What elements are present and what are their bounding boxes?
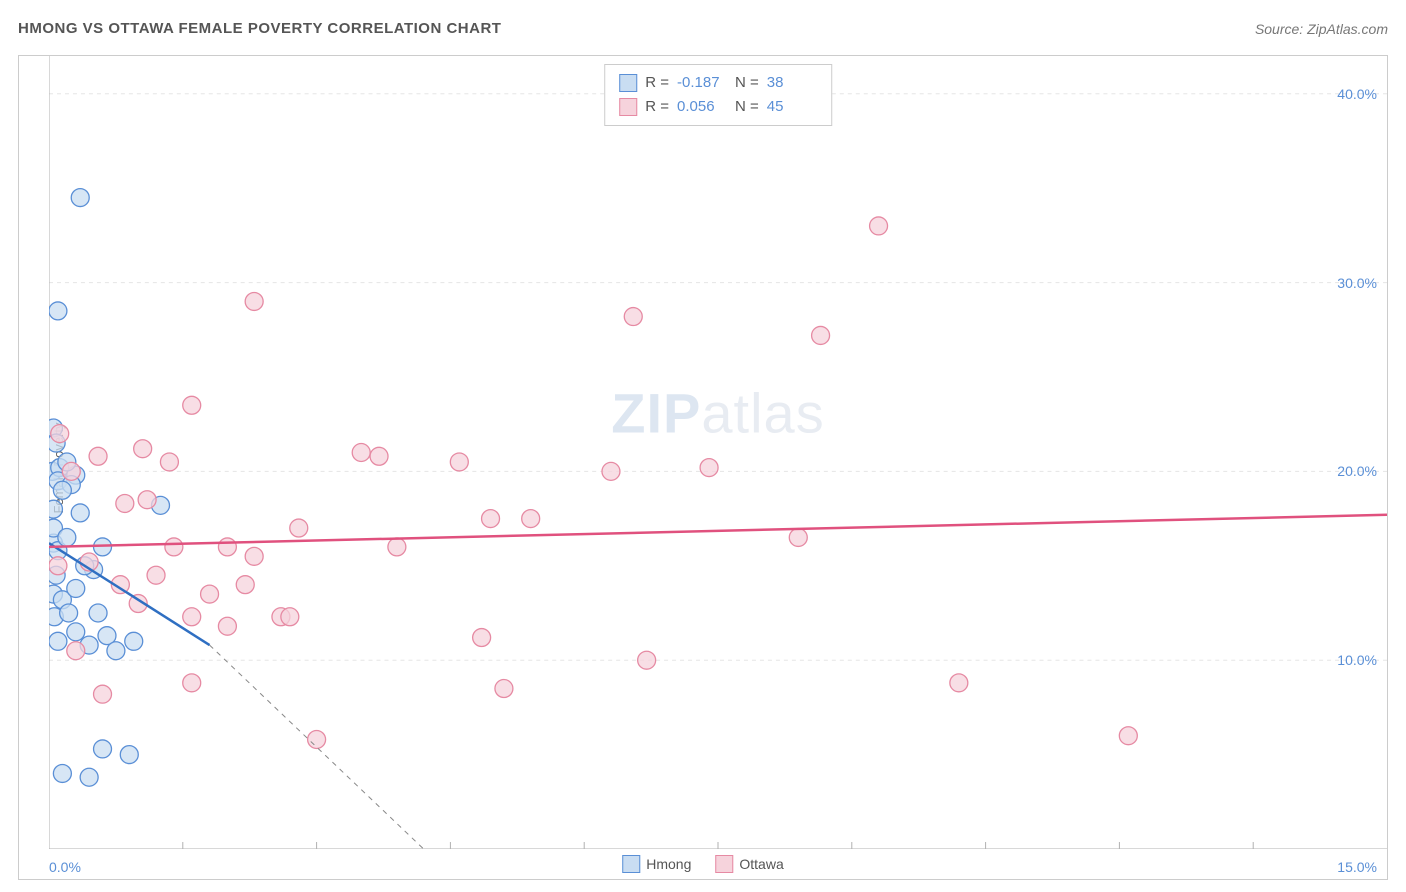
stats-row-ottawa: R = 0.056 N = 45	[619, 95, 817, 119]
source-label: Source: ZipAtlas.com	[1255, 21, 1388, 37]
legend-label-hmong: Hmong	[646, 856, 691, 872]
y-tick-label: 20.0%	[1337, 463, 1377, 479]
n-label: N =	[735, 71, 759, 95]
r-value-ottawa: 0.056	[677, 95, 727, 119]
y-tick-label: 40.0%	[1337, 86, 1377, 102]
legend-swatch-hmong	[622, 855, 640, 873]
r-label: R =	[645, 95, 669, 119]
legend-item-ottawa: Ottawa	[715, 855, 783, 873]
r-value-hmong: -0.187	[677, 71, 727, 95]
stats-row-hmong: R = -0.187 N = 38	[619, 71, 817, 95]
chart-title: HMONG VS OTTAWA FEMALE POVERTY CORRELATI…	[18, 20, 501, 37]
y-tick-label: 10.0%	[1337, 652, 1377, 668]
scatter-svg	[49, 56, 1387, 849]
plot-area: ZIPatlas R = -0.187 N = 38 R = 0.056 N =…	[49, 56, 1387, 849]
n-value-ottawa: 45	[767, 95, 817, 119]
n-label: N =	[735, 95, 759, 119]
y-tick-label: 30.0%	[1337, 275, 1377, 291]
legend-label-ottawa: Ottawa	[739, 856, 783, 872]
swatch-hmong	[619, 74, 637, 92]
swatch-ottawa	[619, 98, 637, 116]
x-tick-max: 15.0%	[1337, 859, 1377, 875]
stats-legend: R = -0.187 N = 38 R = 0.056 N = 45	[604, 64, 832, 126]
chart-frame: Female Poverty ZIPatlas R = -0.187 N = 3…	[18, 55, 1388, 880]
r-label: R =	[645, 71, 669, 95]
legend-item-hmong: Hmong	[622, 855, 691, 873]
legend-bottom: Hmong Ottawa	[622, 855, 784, 873]
x-tick-min: 0.0%	[49, 859, 81, 875]
legend-swatch-ottawa	[715, 855, 733, 873]
n-value-hmong: 38	[767, 71, 817, 95]
